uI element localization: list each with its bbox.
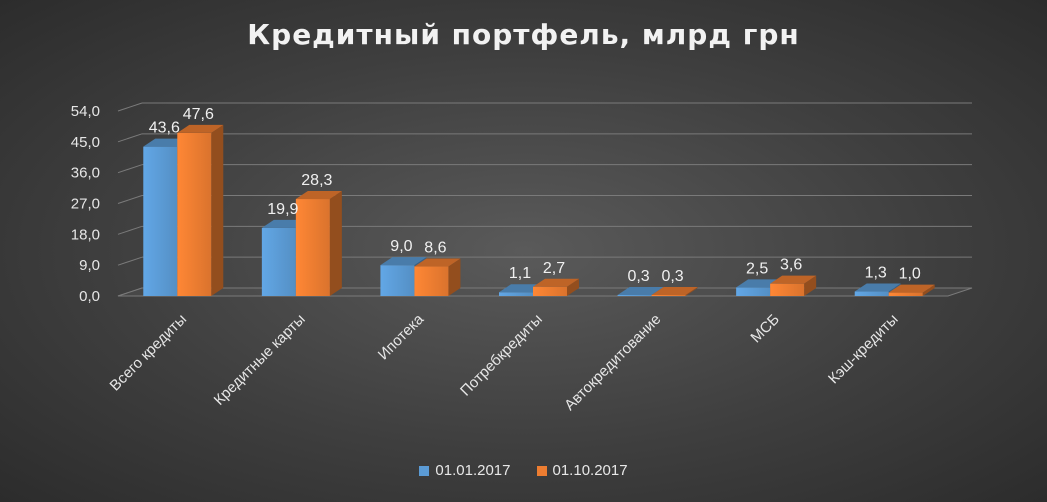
bar xyxy=(499,292,533,296)
bar xyxy=(295,199,330,296)
data-label: 1,1 xyxy=(509,265,531,282)
bar-top xyxy=(414,258,461,267)
x-tick-label: Всего кредиты xyxy=(107,311,191,395)
chart-title: Кредитный портфель, млрд грн xyxy=(247,18,800,51)
y-tick-label: 54,0 xyxy=(71,103,100,120)
data-label: 19,9 xyxy=(267,201,298,218)
bar xyxy=(617,294,652,296)
data-label: 28,3 xyxy=(301,172,332,189)
bar-top xyxy=(770,275,817,284)
bar xyxy=(414,266,449,296)
y-tick-label: 27,0 xyxy=(71,196,100,213)
bar-top xyxy=(380,257,427,266)
bar xyxy=(261,227,296,296)
y-tick-label: 45,0 xyxy=(71,134,100,151)
bar-side xyxy=(685,286,698,296)
data-label: 1,3 xyxy=(865,265,887,282)
legend: 01.01.2017 01.10.2017 xyxy=(0,462,1047,479)
x-tick-label: Потребкредиты xyxy=(457,311,546,400)
bar xyxy=(533,286,567,296)
legend-label-series-2: 01.10.2017 xyxy=(552,462,628,479)
gridline-depth xyxy=(117,225,143,235)
gridline-depth xyxy=(117,164,143,174)
bar-side xyxy=(211,124,224,296)
x-axis: Всего кредиты Кредитные карты Ипотека Потре… xyxy=(107,310,902,414)
bar-side xyxy=(448,258,461,296)
data-label: 2,5 xyxy=(746,260,768,277)
data-label: 43,6 xyxy=(149,120,180,137)
y-tick-label: 9,0 xyxy=(79,257,100,274)
gridline-depth xyxy=(117,102,143,112)
legend-swatch-series-1 xyxy=(419,465,430,476)
bars xyxy=(143,124,935,296)
bar-top xyxy=(533,278,579,287)
legend-swatch-series-2 xyxy=(536,465,547,476)
bar xyxy=(736,287,771,296)
y-axis: 0,0 9,0 18,0 27,0 36,0 45,0 54,0 xyxy=(71,103,100,305)
bar-top xyxy=(617,286,664,295)
bar xyxy=(854,291,889,296)
x-tick-label: МСБ xyxy=(747,311,783,347)
y-tick-label: 18,0 xyxy=(71,226,100,243)
data-label: 9,0 xyxy=(390,238,412,255)
legend-item-series-2: 01.10.2017 xyxy=(536,462,628,479)
data-label: 3,6 xyxy=(780,257,802,274)
bar xyxy=(651,294,686,296)
bar xyxy=(770,283,805,296)
y-tick-label: 0,0 xyxy=(79,288,100,305)
data-label: 0,3 xyxy=(661,268,683,285)
bar xyxy=(177,132,212,296)
x-tick-label: Ипотека xyxy=(375,310,428,363)
bar xyxy=(380,265,415,296)
bar-top xyxy=(295,191,342,200)
bar-top xyxy=(888,284,935,293)
legend-label-series-1: 01.01.2017 xyxy=(435,462,511,479)
y-tick-label: 36,0 xyxy=(71,165,100,182)
data-labels: 43,647,6 19,928,3 9,0 8,6 1,1 2,7 0,3 0,3 2,5 3,6… xyxy=(149,106,921,285)
x-tick-label: Кредитные карты xyxy=(211,311,309,409)
gridline-depth xyxy=(117,256,143,266)
bar-side xyxy=(804,275,817,296)
data-label: 2,7 xyxy=(543,260,565,277)
bar-side xyxy=(329,191,342,296)
bar-side xyxy=(922,284,935,296)
legend-item-series-1: 01.01.2017 xyxy=(419,462,511,479)
data-label: 1,0 xyxy=(899,266,921,283)
bar-top xyxy=(854,283,901,292)
data-label: 47,6 xyxy=(183,106,214,123)
gridline-depth xyxy=(117,133,143,143)
data-label: 0,3 xyxy=(627,268,649,285)
x-tick-label: Автокредитование xyxy=(561,311,664,414)
x-tick-label: Кэш-кредиты xyxy=(825,311,901,387)
gridline-depth xyxy=(117,195,143,204)
data-label: 8,6 xyxy=(424,240,446,257)
bar-top xyxy=(177,124,224,133)
bar-side xyxy=(567,278,579,296)
bar xyxy=(143,146,178,296)
bar xyxy=(888,292,923,296)
bar-top xyxy=(651,286,698,295)
